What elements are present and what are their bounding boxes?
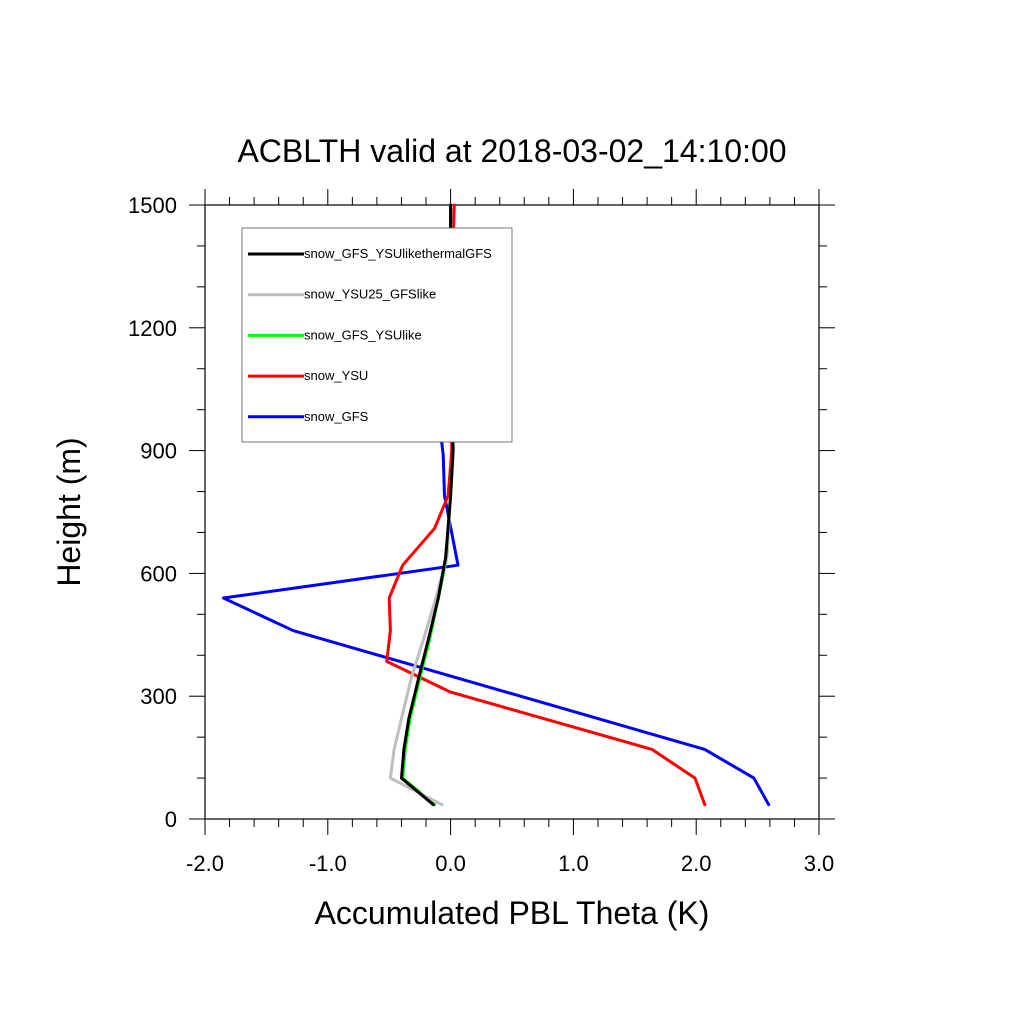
legend-entry-label: snow_GFS xyxy=(304,409,369,424)
y-tick-label: 900 xyxy=(140,439,177,464)
plot-frame xyxy=(204,204,820,820)
y-tick-label: 1500 xyxy=(128,193,177,218)
x-tick-label: 2.0 xyxy=(681,851,712,876)
legend-entry-label: snow_GFS_YSUlike xyxy=(304,327,422,342)
x-tick-label: 0.0 xyxy=(435,851,466,876)
x-tick-label: 1.0 xyxy=(558,851,589,876)
x-tick-label: -2.0 xyxy=(186,851,224,876)
x-tick-label: 3.0 xyxy=(804,851,835,876)
legend: snow_GFS_YSUlikethermalGFS snow_YSU25_GFS… xyxy=(241,227,513,443)
x-axis-label: Accumulated PBL Theta (K) xyxy=(315,895,710,931)
legend-entry-label: snow_GFS_YSUlikethermalGFS xyxy=(304,246,492,261)
y-tick-label: 1200 xyxy=(128,316,177,341)
x-tick-label: -1.0 xyxy=(309,851,347,876)
y-tick-label: 600 xyxy=(140,561,177,586)
y-tick-label: 300 xyxy=(140,684,177,709)
plot-area: -2.0 -1.0 0.0 1.0 2.0 3.0 0 300 600 900 1200 1500 xyxy=(128,189,835,876)
legend-entry-label: snow_YSU25_GFSlike xyxy=(304,287,436,302)
y-axis-label: Height (m) xyxy=(51,437,87,586)
y-tick-label: 0 xyxy=(165,807,177,832)
chart-title: ACBLTH valid at 2018-03-02_14:10:00 xyxy=(237,133,786,169)
legend-entry-label: snow_YSU xyxy=(304,368,368,383)
